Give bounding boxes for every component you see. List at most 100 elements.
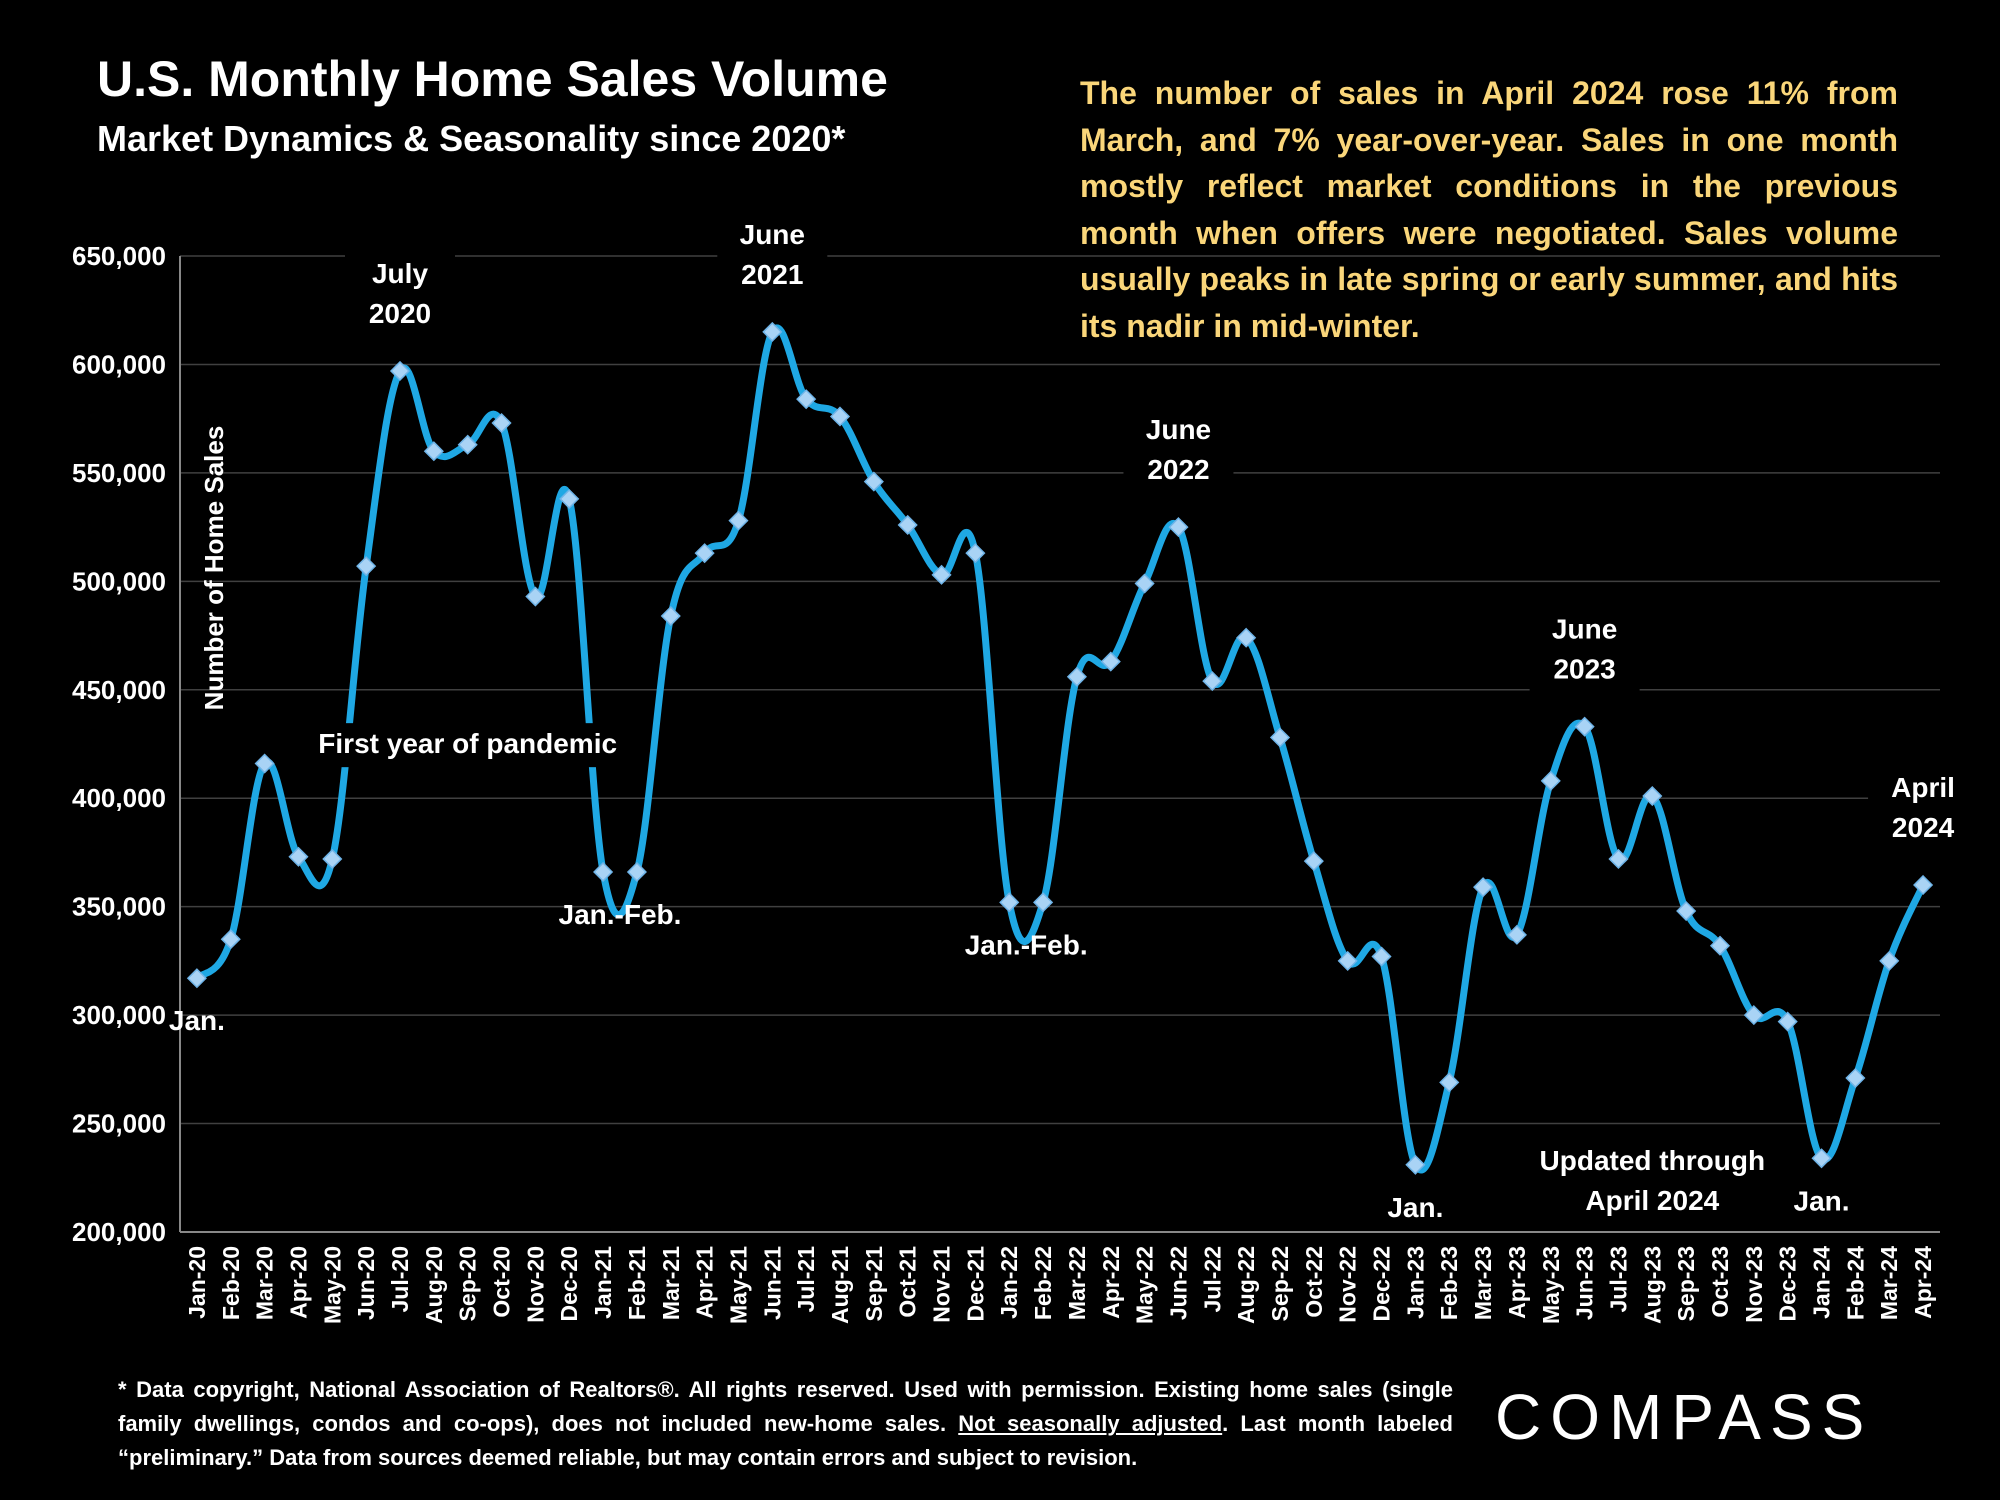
x-tick-label: Mar-20 <box>252 1246 278 1320</box>
x-tick-label: Dec-21 <box>962 1246 988 1322</box>
x-tick-label: Oct-20 <box>489 1246 515 1318</box>
data-point <box>593 861 614 883</box>
data-point <box>1777 1011 1798 1032</box>
gridlines <box>180 255 1940 1125</box>
x-tick-label: May-22 <box>1132 1246 1158 1324</box>
data-point <box>1676 900 1697 922</box>
data-point <box>931 564 952 585</box>
footnote-part2: . Last month labeled “preliminary.” Data… <box>118 1411 1453 1470</box>
data-point <box>1540 770 1561 791</box>
x-tick-label: Dec-22 <box>1369 1246 1395 1321</box>
commentary-text: The number of sales in April 2024 rose 1… <box>1080 75 1898 344</box>
annotation-label: July <box>372 258 428 289</box>
x-tick-label: Jul-21 <box>793 1246 819 1313</box>
annotation-bg <box>1868 764 1979 849</box>
data-point <box>254 753 275 774</box>
data-point <box>728 510 749 531</box>
data-point <box>1371 946 1392 967</box>
annotation-bg <box>717 211 828 296</box>
x-tick-label: Jun-23 <box>1572 1246 1598 1320</box>
data-point <box>1506 924 1527 945</box>
data-point <box>389 360 411 382</box>
data-point <box>423 441 444 462</box>
data-point <box>356 556 377 577</box>
annotation-label: First year of pandemic <box>318 728 617 759</box>
annotation-label: Jan. <box>169 1005 225 1036</box>
x-tick-label: Jun-22 <box>1165 1246 1191 1320</box>
data-point <box>1303 851 1324 872</box>
annotation-bg <box>1123 407 1234 492</box>
x-tick-label: Sep-22 <box>1267 1246 1293 1321</box>
x-tick-label: Aug-21 <box>827 1246 853 1324</box>
x-tick-label: Jan-23 <box>1402 1246 1428 1319</box>
annotation-label: 2020 <box>369 298 431 329</box>
x-tick-label: Sep-23 <box>1673 1246 1699 1321</box>
x-tick-label: May-20 <box>319 1246 345 1324</box>
data-point <box>796 389 817 410</box>
footnote-underlined: Not seasonally adjusted <box>958 1411 1223 1436</box>
data-point <box>559 488 580 509</box>
data-point <box>1811 1148 1832 1169</box>
x-tick-label: Feb-21 <box>624 1246 650 1320</box>
data-point <box>525 586 546 607</box>
x-tick-label: Sep-20 <box>455 1246 481 1321</box>
x-tick-label: Nov-22 <box>1335 1246 1361 1323</box>
y-tick-label: 650,000 <box>72 241 166 271</box>
data-point <box>1439 1072 1460 1093</box>
footnote: * Data copyright, National Association o… <box>118 1373 1453 1475</box>
line-chart: 200,000 250,000 300,000 350,000 400,000 450,0… <box>72 211 1979 1324</box>
data-point <box>626 861 647 883</box>
data-point <box>1337 950 1358 971</box>
data-point <box>186 968 207 989</box>
annotation-label: June <box>740 219 805 250</box>
data-markers <box>186 321 1934 1175</box>
data-point <box>1709 935 1731 956</box>
annotation-label: 2024 <box>1892 812 1955 843</box>
annotations: July 2020 June 2021 June 2022 June 2023 April 202… <box>169 211 1979 1224</box>
annotation-label: Jan.-Feb. <box>559 899 682 930</box>
x-tick-label: Jan-21 <box>590 1246 616 1319</box>
data-point <box>1405 1154 1426 1175</box>
compass-logo: COMPASS <box>1495 1381 1874 1453</box>
data-point <box>1845 1067 1866 1089</box>
annotation-bg <box>1529 606 1640 691</box>
annotation-label: 2023 <box>1553 654 1615 685</box>
annotation-label: April <box>1891 772 1955 803</box>
data-point <box>1608 848 1629 870</box>
x-tick-label: Dec-20 <box>556 1246 582 1321</box>
data-point <box>999 892 1020 913</box>
annotation-label: Jan. <box>1387 1192 1443 1223</box>
x-tick-label: Aug-20 <box>421 1246 447 1324</box>
annotation-bg <box>291 723 645 768</box>
x-tick-label: Sep-21 <box>861 1246 887 1322</box>
y-axis-label: Number of Home Sales <box>199 426 229 711</box>
annotation-label: Jan. <box>1794 1185 1850 1216</box>
y-tick-label: 200,000 <box>72 1217 166 1247</box>
data-point <box>220 929 241 950</box>
x-tick-label: Dec-23 <box>1775 1246 1801 1321</box>
x-tick-label: Aug-23 <box>1639 1246 1665 1324</box>
x-tick-label: Jan-22 <box>996 1246 1022 1319</box>
data-point <box>863 471 884 492</box>
x-tick-label: Jun-21 <box>759 1246 785 1320</box>
x-tick-label: Jan-20 <box>184 1246 210 1319</box>
x-tick-label: Apr-20 <box>285 1246 311 1319</box>
annotation-bg <box>345 250 455 335</box>
x-tick-label: Apr-22 <box>1098 1246 1124 1319</box>
x-tick-label: Jan-24 <box>1809 1246 1835 1319</box>
data-point <box>897 514 918 536</box>
x-tick-label: Feb-22 <box>1030 1246 1056 1320</box>
y-axis-ticks: 200,000 250,000 300,000 350,000 400,000 450,0… <box>72 241 166 1247</box>
data-point <box>694 543 715 564</box>
x-tick-label: Apr-21 <box>692 1246 718 1319</box>
data-point <box>1033 892 1054 913</box>
data-point <box>1879 950 1900 971</box>
annotation-label: Jan.-Feb. <box>965 929 1088 960</box>
data-point <box>660 605 681 627</box>
data-point <box>1743 1005 1764 1026</box>
x-tick-label: Mar-24 <box>1876 1246 1902 1320</box>
x-axis-ticks: Jan-20 Feb-20 Mar-20 Apr-20 May-20 Jun-20 Jul-… <box>184 1246 1936 1324</box>
x-tick-label: Mar-23 <box>1470 1246 1496 1320</box>
data-point <box>1642 785 1663 807</box>
x-tick-label: Apr-23 <box>1504 1246 1530 1319</box>
